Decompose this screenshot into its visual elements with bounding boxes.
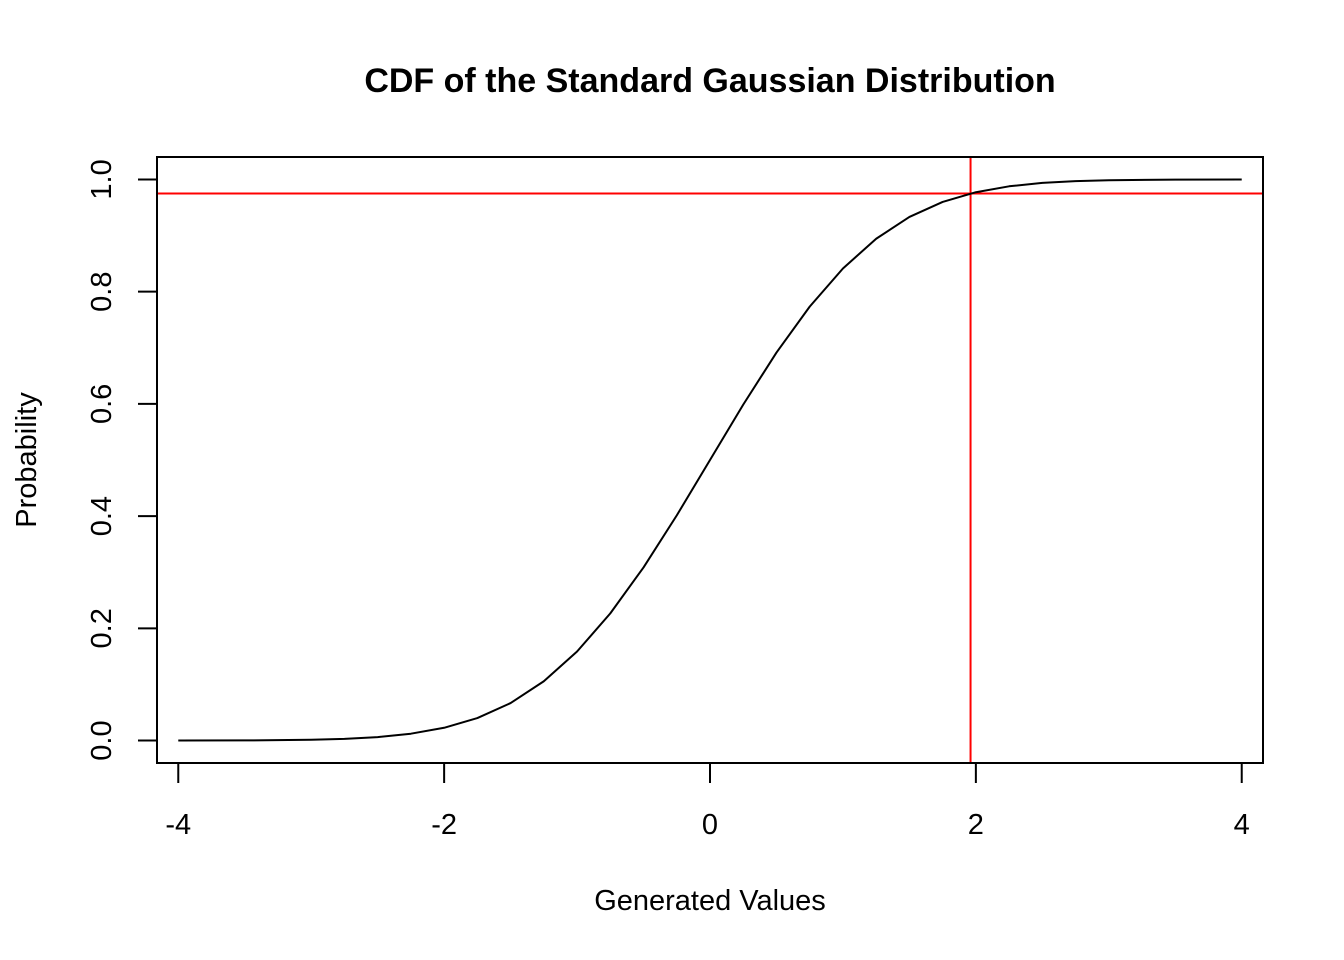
- x-tick-label: 2: [968, 809, 984, 841]
- x-axis: -4 -2 0 2 4: [165, 762, 1250, 841]
- chart-title: CDF of the Standard Gaussian Distributio…: [364, 62, 1055, 100]
- y-tick-label: 0.8: [86, 272, 118, 312]
- y-tick-label: 0.2: [86, 608, 118, 648]
- x-tick-label: 4: [1234, 809, 1250, 841]
- y-tick-label: 0.6: [86, 384, 118, 424]
- x-tick-label: -4: [165, 809, 191, 841]
- y-tick-label: 0.4: [86, 496, 118, 536]
- series-line-1: [178, 178, 1242, 742]
- y-tick-label: 0.0: [86, 720, 118, 760]
- y-tick-label: 1.0: [86, 159, 118, 199]
- y-axis-label: Probability: [11, 392, 43, 528]
- x-tick-label: -2: [431, 809, 457, 841]
- reference-lines: [157, 157, 1263, 763]
- plot-area: [156, 156, 1264, 764]
- x-tick-label: 0: [702, 809, 718, 841]
- series-layer: [178, 178, 1242, 742]
- y-axis: 0.0 0.2 0.4 0.6 0.8 1.0: [86, 159, 158, 761]
- x-axis-label: Generated Values: [594, 885, 826, 917]
